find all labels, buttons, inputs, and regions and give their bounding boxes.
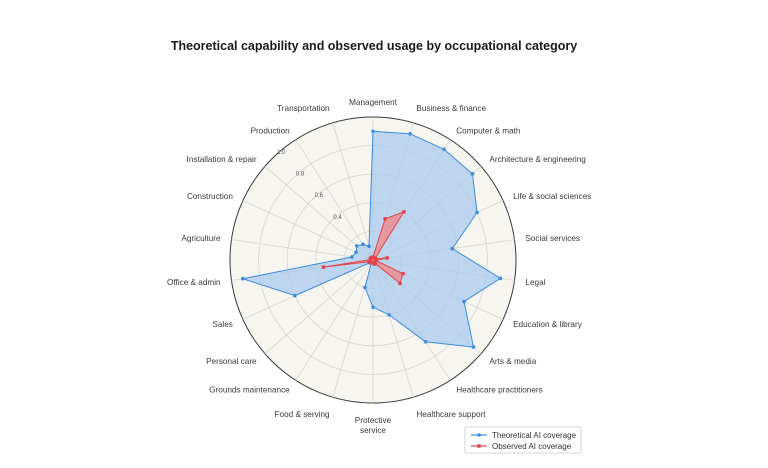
series-layer [240,129,503,349]
category-label: Agriculture [181,234,221,243]
data-point [471,345,476,349]
data-point [470,172,475,176]
spoke [231,239,374,261]
chart-title: Theoretical capability and observed usag… [171,39,577,53]
category-label: Education & library [513,320,583,329]
series-theoretical [240,129,503,349]
category-label: Life & social sciences [513,192,591,201]
data-point [367,260,371,264]
data-point [462,299,466,304]
radial-tick-label: 1.0 [277,150,286,156]
spoke [332,122,374,261]
data-point [361,242,365,247]
category-label: Business & finance [416,104,486,113]
data-point [293,293,297,298]
data-point [371,129,375,134]
category-label: Architecture & engineering [489,155,586,164]
category-label: Sales [212,320,232,329]
data-point [450,246,455,251]
data-point [402,210,406,214]
data-point [423,340,428,344]
series-observed [321,210,406,286]
data-point [442,147,446,152]
data-point [408,131,412,136]
category-label: Healthcare practitioners [456,386,542,395]
category-label: Installation & repair [187,155,257,164]
data-point [321,265,326,269]
data-point [367,244,371,249]
category-label: Management [349,98,398,107]
data-point [371,305,375,309]
category-label: Computer & math [456,126,521,135]
data-point [498,276,503,281]
category-label: Transportation [277,104,330,113]
spoke [264,166,374,261]
legend-label-theoretical: Theoretical AI coverage [492,431,577,440]
data-point [354,250,358,255]
radial-tick-label: 0.4 [333,215,342,221]
data-point [363,285,367,290]
spoke [295,139,374,261]
data-point [387,313,391,317]
spoke [264,259,374,354]
category-label: Production [251,126,291,135]
radial-tick-label: 0.8 [296,172,305,178]
legend-box [464,426,582,454]
category-label: Social services [525,234,580,243]
data-point [398,281,402,286]
category-label: Protective service [355,416,392,435]
category-label: Healthcare support [416,410,486,419]
data-point [370,255,374,259]
data-point [354,244,359,248]
data-point [385,256,389,260]
category-label: Office & admin [167,278,221,287]
category-label: Arts & media [489,357,536,366]
data-point [369,260,373,264]
category-label: Legal [525,278,545,287]
radial-tick-label: 0.6 [315,193,324,199]
data-point [240,276,245,281]
category-label: Food & serving [275,410,331,419]
legend-marker-observed [477,444,481,448]
data-point [475,210,479,215]
legend-label-observed: Observed AI coverage [492,442,572,451]
data-point [349,255,354,259]
data-point [401,271,405,276]
spoke [295,259,374,381]
category-label: Grounds maintenance [209,386,290,395]
legend-marker-theoretical [477,433,481,437]
spoke [242,200,374,261]
category-label: Construction [187,192,233,201]
category-label: Personal care [206,357,257,366]
data-point [374,258,378,263]
legend: Theoretical AI coverage Observed AI cove… [464,426,582,454]
radial-tick-labels: 0.4 0.6 0.8 1.0 [277,150,342,221]
data-point [383,217,387,221]
category-labels: Management Business & finance Computer & m… [167,98,591,435]
